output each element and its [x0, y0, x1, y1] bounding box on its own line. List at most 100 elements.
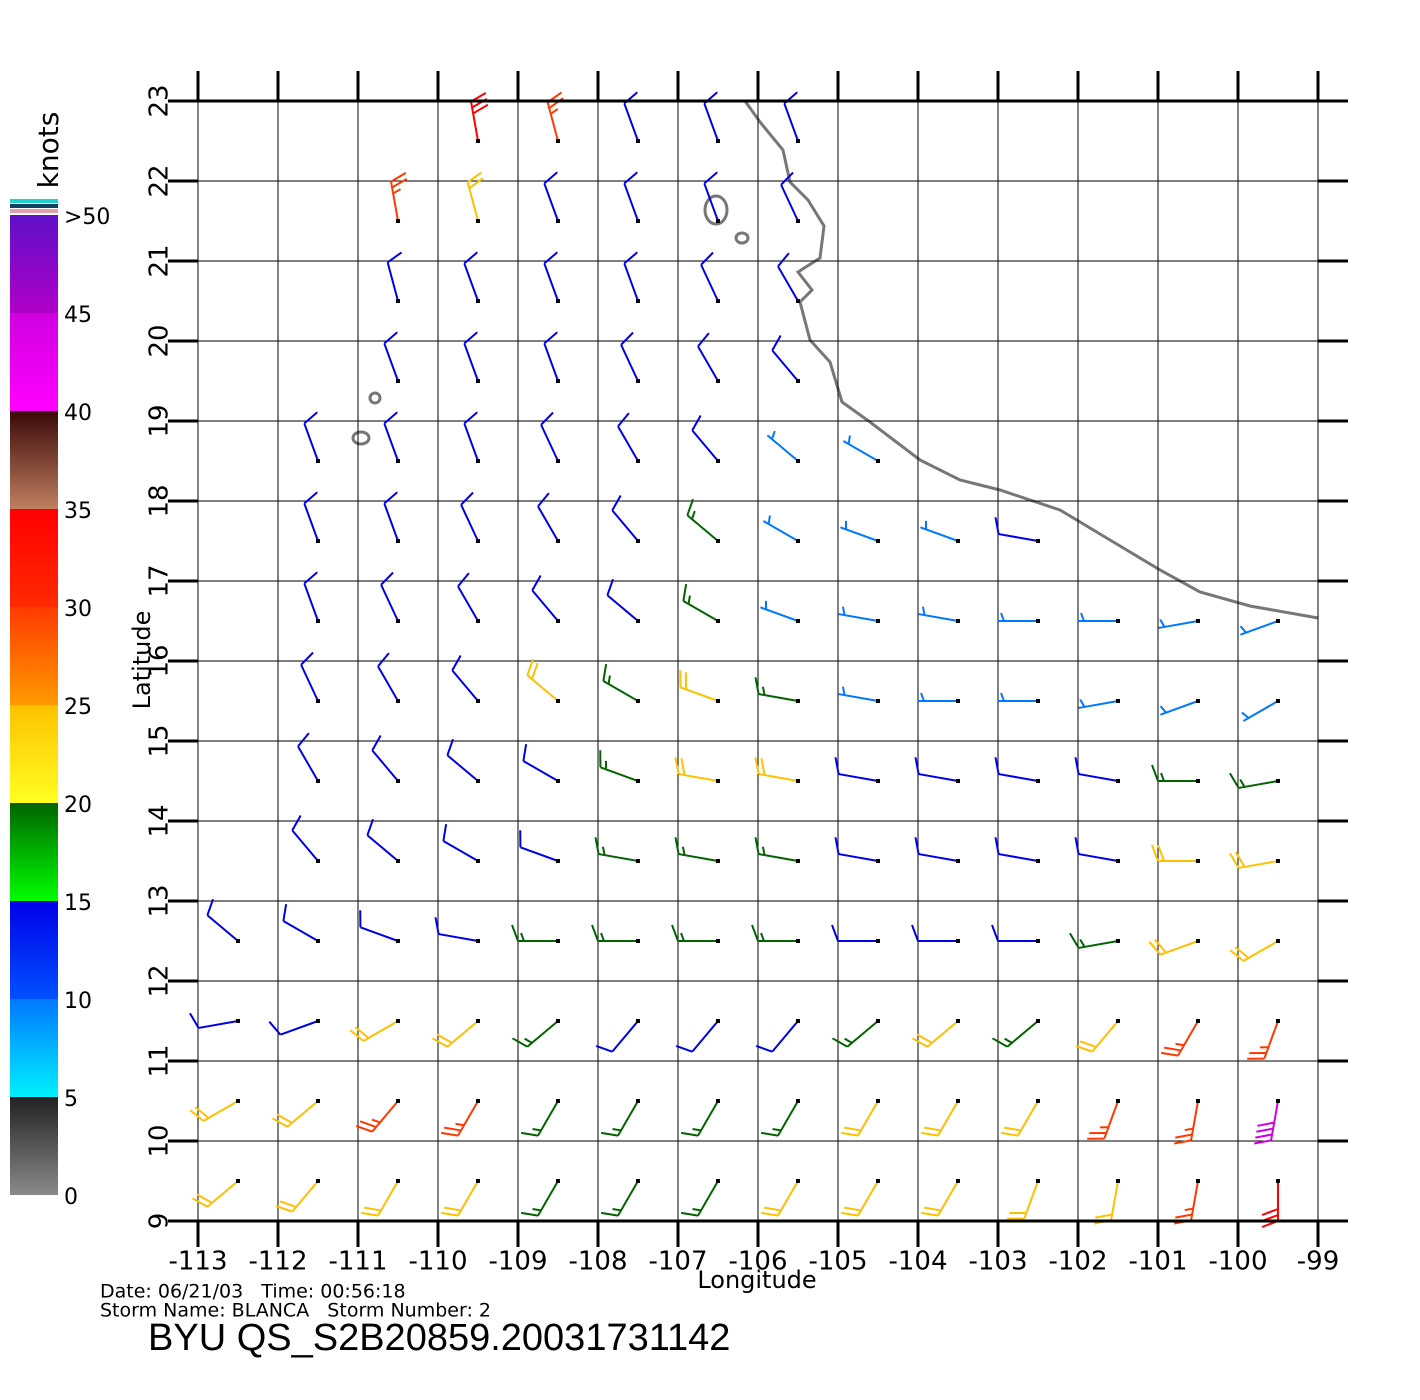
barb-staff: [377, 1180, 399, 1217]
barb-dot: [476, 699, 480, 703]
barb-feather: [923, 1126, 942, 1132]
barb-staff: [1023, 1180, 1039, 1219]
barb-feather: [841, 606, 846, 616]
wind-barb: [431, 1019, 480, 1048]
barb-feather: [612, 1128, 622, 1132]
barb-staff: [1110, 1180, 1119, 1221]
barb-dot: [1036, 699, 1040, 703]
barb-staff: [697, 345, 719, 382]
barb-feather: [760, 1211, 779, 1217]
barb-dot: [956, 699, 960, 703]
colorbar-tick-label: 25: [64, 695, 92, 720]
x-tick-label: -106: [728, 1247, 787, 1277]
barb-staff: [611, 1020, 639, 1053]
barb-dot: [556, 859, 560, 863]
barb-dot: [1196, 699, 1200, 703]
wind-barb: [755, 1019, 800, 1053]
barb-feather: [595, 1045, 613, 1053]
barb-feather: [607, 675, 611, 685]
wind-barb: [611, 494, 640, 543]
wind-barb: [834, 757, 880, 783]
barb-dot: [1036, 539, 1040, 543]
barb-staff: [1078, 773, 1119, 782]
barb-dot: [556, 939, 560, 943]
barb-staff: [771, 1020, 799, 1053]
wind-barb: [994, 837, 1040, 863]
barb-feather: [623, 171, 638, 185]
barb-feather: [1157, 844, 1165, 862]
barb-feather: [911, 924, 919, 942]
barb-feather: [760, 758, 766, 776]
barb-staff: [623, 263, 639, 302]
barb-dot: [476, 1019, 480, 1023]
barb-feather: [355, 1125, 373, 1133]
barb-staff: [783, 103, 799, 142]
barb-dot: [316, 939, 320, 943]
barbs: [189, 91, 1280, 1228]
barb-feather: [1241, 711, 1250, 719]
barb-dot: [1276, 1179, 1280, 1183]
barb-feather: [457, 572, 470, 587]
barb-feather: [847, 435, 851, 445]
barb-dot: [956, 1019, 960, 1023]
barb-feather: [841, 686, 846, 696]
barb-dot: [636, 859, 640, 863]
barb-dot: [1276, 779, 1280, 783]
barb-dot: [1276, 859, 1280, 863]
barb-feather: [1261, 1208, 1279, 1216]
barb-feather: [451, 654, 462, 671]
barb-dot: [476, 779, 480, 783]
y-tick-label: 19: [145, 404, 175, 437]
wind-barb: [591, 924, 640, 943]
barb-staff: [1240, 620, 1279, 636]
barb-feather: [994, 517, 1000, 535]
barb-feather: [1154, 938, 1167, 954]
barb-feather: [467, 171, 483, 184]
barb-feather: [443, 1126, 462, 1132]
wind-barb: [191, 1179, 240, 1208]
barb-dot: [1196, 1179, 1200, 1183]
barb-feather: [359, 1120, 377, 1128]
colorbar-label: knots: [32, 112, 65, 189]
wind-barb: [291, 814, 320, 863]
barb-feather: [700, 251, 714, 266]
barb-staff: [300, 664, 319, 702]
wind-barb: [380, 571, 400, 623]
barb-dot: [1116, 699, 1120, 703]
barb-dot: [636, 1179, 640, 1183]
wind-barb: [994, 757, 1040, 783]
x-tick-label: -102: [1048, 1247, 1107, 1277]
barb-staff: [758, 853, 799, 862]
barb-feather: [1000, 612, 1005, 622]
barb-staff: [691, 1020, 719, 1053]
wind-barb: [838, 686, 880, 703]
barb-dot: [316, 539, 320, 543]
barb-staff: [611, 509, 639, 542]
wind-barb: [918, 606, 960, 623]
barb-staff: [463, 423, 479, 462]
barb-dot: [1036, 859, 1040, 863]
barb-feather: [687, 595, 691, 605]
barb-feather: [671, 924, 679, 942]
barb-feather: [1184, 1207, 1194, 1212]
barb-feather: [920, 1131, 939, 1137]
barb-dot: [476, 139, 480, 143]
barb-feather: [771, 430, 776, 440]
barb-staff: [1078, 853, 1119, 862]
barb-feather: [594, 837, 600, 855]
barb-feather: [911, 1037, 928, 1048]
barb-staff: [780, 184, 799, 222]
barb-feather: [754, 837, 760, 855]
barb-dot: [476, 619, 480, 623]
barb-dot: [396, 619, 400, 623]
wind-barb: [383, 411, 400, 463]
barb-dot: [1196, 939, 1200, 943]
wind-barb: [349, 1019, 400, 1042]
barb-feather: [1160, 772, 1165, 782]
barb-feather: [1229, 852, 1240, 869]
barb-staff: [766, 434, 799, 462]
wind-barb: [595, 1019, 640, 1053]
wind-barb: [359, 910, 400, 943]
barb-feather: [371, 1118, 381, 1124]
barb-staff: [371, 1100, 399, 1133]
